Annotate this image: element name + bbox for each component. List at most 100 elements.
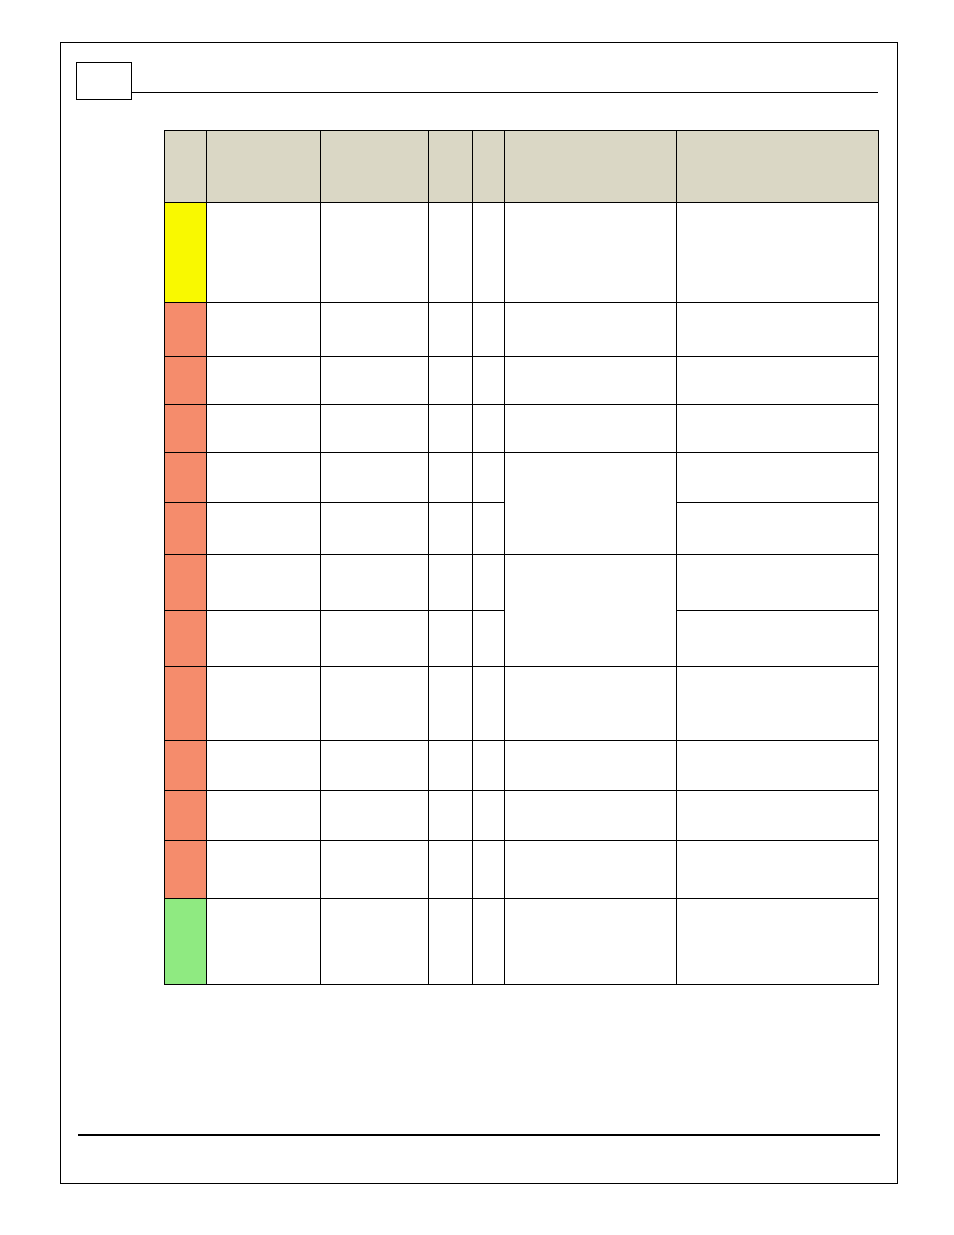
table-cell <box>321 303 429 357</box>
table-cell <box>207 405 321 453</box>
table-cell <box>321 405 429 453</box>
table-cell <box>505 741 677 791</box>
table-cell <box>207 899 321 985</box>
table-cell <box>505 841 677 899</box>
table-cell <box>473 503 505 555</box>
table-cell <box>165 791 207 841</box>
table-cell <box>429 503 473 555</box>
table-row <box>165 357 879 405</box>
table-row <box>165 899 879 985</box>
table-cell <box>321 611 429 667</box>
table-cell <box>429 303 473 357</box>
table-cell <box>677 405 879 453</box>
table-cell <box>429 555 473 611</box>
table-cell <box>677 503 879 555</box>
table-cell <box>505 357 677 405</box>
table-cell <box>165 899 207 985</box>
table-cell <box>165 841 207 899</box>
table-cell <box>505 555 677 667</box>
table-row <box>165 667 879 741</box>
table-cell <box>165 453 207 503</box>
table-cell <box>321 357 429 405</box>
table-cell <box>429 841 473 899</box>
col-header-4 <box>473 131 505 203</box>
table-cell <box>677 741 879 791</box>
table-cell <box>429 611 473 667</box>
col-header-5 <box>505 131 677 203</box>
table-cell <box>473 203 505 303</box>
table-row <box>165 203 879 303</box>
table-cell <box>429 357 473 405</box>
table-cell <box>207 667 321 741</box>
table-cell <box>429 791 473 841</box>
table-cell <box>677 357 879 405</box>
table-body <box>165 203 879 985</box>
table-cell <box>505 667 677 741</box>
table-cell <box>473 303 505 357</box>
table-cell <box>677 203 879 303</box>
table-row <box>165 791 879 841</box>
table-cell <box>165 203 207 303</box>
table-cell <box>321 503 429 555</box>
table-cell <box>429 203 473 303</box>
table-cell <box>429 453 473 503</box>
table-cell <box>207 357 321 405</box>
table-cell <box>473 841 505 899</box>
table-cell <box>207 841 321 899</box>
table-cell <box>165 405 207 453</box>
col-header-3 <box>429 131 473 203</box>
table-cell <box>165 611 207 667</box>
table-cell <box>677 841 879 899</box>
table-cell <box>505 303 677 357</box>
table-header-row <box>165 131 879 203</box>
table-cell <box>677 899 879 985</box>
table-cell <box>321 791 429 841</box>
table-cell <box>207 611 321 667</box>
table-cell <box>677 303 879 357</box>
table-cell <box>505 453 677 555</box>
table-cell <box>429 667 473 741</box>
table-cell <box>165 741 207 791</box>
table-cell <box>165 555 207 611</box>
table-cell <box>505 203 677 303</box>
table-cell <box>207 453 321 503</box>
table-cell <box>429 899 473 985</box>
table-head <box>165 131 879 203</box>
table-cell <box>165 303 207 357</box>
table-cell <box>207 303 321 357</box>
table-cell <box>321 841 429 899</box>
table-cell <box>505 791 677 841</box>
page <box>0 0 954 1235</box>
table-row <box>165 303 879 357</box>
table-cell <box>473 611 505 667</box>
table-cell <box>321 555 429 611</box>
table-row <box>165 841 879 899</box>
table-cell <box>321 667 429 741</box>
table-cell <box>207 555 321 611</box>
col-header-1 <box>207 131 321 203</box>
col-header-6 <box>677 131 879 203</box>
col-header-2 <box>321 131 429 203</box>
table-row <box>165 741 879 791</box>
table-cell <box>677 791 879 841</box>
table-cell <box>473 899 505 985</box>
table-cell <box>165 667 207 741</box>
table-cell <box>473 555 505 611</box>
table-row <box>165 555 879 611</box>
table-cell <box>677 555 879 611</box>
table-cell <box>207 203 321 303</box>
title-box <box>76 62 132 100</box>
table-cell <box>207 791 321 841</box>
table-cell <box>473 741 505 791</box>
table-cell <box>429 741 473 791</box>
table-cell <box>321 741 429 791</box>
table-cell <box>429 405 473 453</box>
table-cell <box>473 357 505 405</box>
table-cell <box>165 357 207 405</box>
table-cell <box>473 405 505 453</box>
col-header-0 <box>165 131 207 203</box>
table-cell <box>321 453 429 503</box>
table-cell <box>505 405 677 453</box>
table-cell <box>473 791 505 841</box>
table-cell <box>207 503 321 555</box>
